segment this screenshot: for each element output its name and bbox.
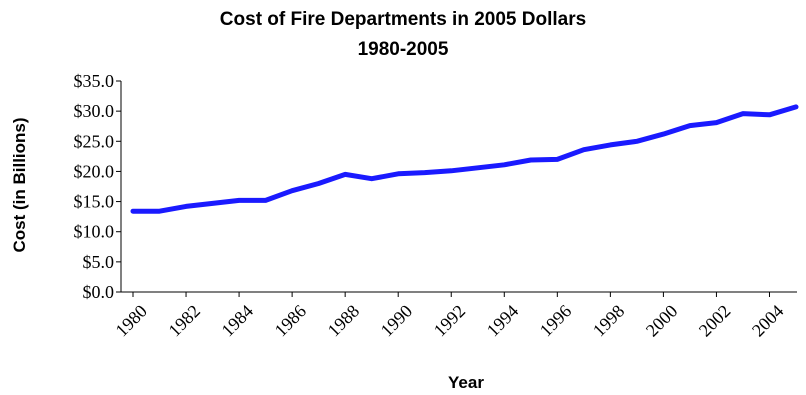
chart-title: Cost of Fire Departments in 2005 Dollars <box>220 9 586 30</box>
y-tick-label: $0.0 <box>83 282 115 302</box>
y-tick-label: $10.0 <box>74 222 115 242</box>
x-tick-label: 1990 <box>377 301 417 341</box>
x-axis-title: Year <box>448 373 484 392</box>
x-tick-label: 1994 <box>483 301 523 341</box>
y-tick-label: $25.0 <box>74 131 115 151</box>
x-tick-label: 2002 <box>695 301 735 341</box>
y-tick-label: $30.0 <box>74 101 115 121</box>
y-tick-label: $35.0 <box>74 71 115 91</box>
x-tick-label: 1982 <box>164 301 204 341</box>
y-axis-title: Cost (in Billions) <box>10 117 29 252</box>
x-axis-ticks: 1980 1982 1984 1986 1988 1990 1992 1994 1996 1998… <box>111 292 787 340</box>
series-line <box>130 104 799 214</box>
y-tick-label: $5.0 <box>83 252 115 272</box>
x-tick-label: 1986 <box>271 301 311 341</box>
x-tick-label: 1998 <box>589 301 629 341</box>
x-tick-label: 2004 <box>748 301 788 341</box>
x-tick-label: 1996 <box>536 301 576 341</box>
axes <box>120 81 797 293</box>
series-layer <box>130 104 799 214</box>
chart-subtitle: 1980-2005 <box>358 39 449 60</box>
x-tick-label: 1980 <box>111 301 151 341</box>
x-tick-label: 2000 <box>642 301 682 341</box>
y-axis-ticks: $0.0 $5.0 $10.0 $15.0 $20.0 $25.0 $30.0 $35.0 <box>74 71 121 302</box>
y-tick-label: $15.0 <box>74 192 115 212</box>
x-tick-label: 1992 <box>430 301 470 341</box>
x-tick-label: 1988 <box>324 301 364 341</box>
x-tick-label: 1984 <box>217 301 257 341</box>
y-tick-label: $20.0 <box>74 161 115 181</box>
